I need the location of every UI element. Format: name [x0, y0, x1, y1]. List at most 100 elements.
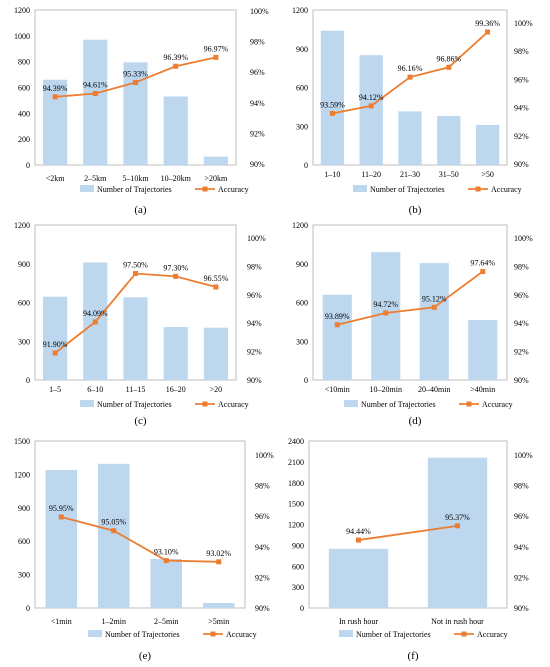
left-axis-tick-label: 400: [18, 109, 30, 118]
x-axis-tick-label: >5min: [208, 617, 229, 626]
bar: [419, 263, 449, 380]
left-axis-tick-label: 1200: [292, 6, 308, 15]
right-axis-tick-label: 92%: [247, 348, 262, 357]
bar: [83, 39, 108, 166]
bar: [468, 319, 498, 380]
left-axis-tick-label: 600: [296, 84, 308, 93]
right-axis-tick-label: 94%: [514, 319, 529, 328]
accuracy-point: [52, 350, 58, 356]
chart-panel-a: 0 200 400 600 800 1000 1200 90% 92% 94% 96% 98% 100%…: [14, 6, 269, 216]
accuracy-line: [337, 270, 484, 326]
left-axis-tick-label: 300: [296, 122, 308, 131]
legend-bar-label: Number of Trajectories: [97, 400, 172, 409]
legend-bar-label: Number of Trajectories: [97, 185, 172, 194]
accuracy-point: [111, 528, 117, 534]
right-axis-tick-label: 98%: [247, 262, 262, 271]
right-axis-tick-label: 96%: [247, 291, 262, 300]
left-axis-tick-label: 0: [304, 376, 308, 385]
legend-line-label: Accuracy: [226, 630, 257, 639]
left-axis-tick-label: 2400: [288, 437, 304, 446]
bar: [322, 294, 352, 380]
left-axis-tick-label: 900: [296, 45, 308, 54]
left-axis-tick-label: 1200: [14, 221, 30, 230]
bar: [98, 463, 130, 608]
right-axis-tick-label: 100%: [514, 234, 533, 243]
accuracy-point: [133, 271, 138, 276]
right-axis-tick-label: 90%: [255, 604, 270, 613]
legend-bar-swatch: [80, 185, 94, 192]
right-axis-tick-label: 98%: [250, 38, 265, 47]
left-axis-tick-label: 1200: [14, 6, 30, 15]
left-axis-tick-label: 300: [18, 337, 30, 346]
left-axis-tick-label: 1000: [14, 32, 30, 41]
bar: [203, 602, 235, 608]
accuracy-point: [92, 319, 98, 325]
right-axis-tick-label: 92%: [255, 573, 270, 582]
x-axis-tick-label: 21–30: [400, 170, 420, 179]
accuracy-point: [52, 94, 58, 100]
panel-label: (e): [139, 650, 152, 662]
chart-panel-c: 0 300 600 900 1200 90% 92% 94% 96% 98% 100% 1–5 6–10…: [14, 221, 266, 427]
bar: [163, 96, 188, 165]
bar: [427, 457, 488, 608]
legend-bar-swatch: [353, 185, 367, 192]
accuracy-data-label: 96.55%: [204, 274, 229, 283]
accuracy-point: [92, 90, 98, 96]
legend-bar-swatch: [344, 400, 358, 407]
accuracy-line: [61, 516, 219, 563]
accuracy-point: [383, 310, 389, 316]
accuracy-data-label: 95.05%: [101, 518, 126, 527]
accuracy-data-label: 94.12%: [359, 93, 384, 102]
legend-line-label: Accuracy: [477, 630, 508, 639]
x-axis-tick-label: >40min: [470, 385, 495, 394]
right-axis-tick-label: 92%: [514, 573, 529, 582]
chart-panel-d: 0 300 600 900 1200 90% 92% 94% 96% 98% 100% <10min 1…: [292, 221, 533, 427]
bar: [45, 469, 77, 608]
x-axis-tick-label: >20: [210, 385, 223, 394]
accuracy-point: [407, 74, 413, 80]
right-axis-tick-label: 100%: [247, 234, 266, 243]
x-axis-tick-label: 2–5min: [154, 617, 178, 626]
right-axis-tick-label: 94%: [255, 543, 270, 552]
accuracy-data-label: 95.12%: [422, 294, 447, 303]
accuracy-point: [334, 322, 340, 328]
right-axis-tick-label: 96%: [514, 291, 529, 300]
x-axis-tick-label: 1–2min: [102, 617, 126, 626]
left-axis-tick-label: 0: [26, 161, 30, 170]
legend-bar-label: Number of Trajectories: [356, 630, 431, 639]
accuracy-data-label: 95.37%: [445, 513, 470, 522]
x-axis-tick-label: 5–10km: [122, 174, 149, 183]
legend-line-label: Accuracy: [218, 400, 249, 409]
left-axis-tick-label: 600: [18, 537, 30, 546]
left-axis-tick-label: 300: [292, 583, 304, 592]
accuracy-data-label: 93.89%: [325, 312, 350, 321]
right-axis-tick-label: 90%: [514, 160, 529, 169]
left-axis-tick-label: 1200: [14, 470, 30, 479]
left-axis-tick-label: 300: [296, 337, 308, 346]
x-axis-tick-label: <2km: [46, 174, 66, 183]
left-axis-tick-label: 0: [26, 376, 30, 385]
accuracy-point: [356, 537, 361, 543]
bar: [43, 296, 68, 380]
accuracy-data-label: 93.10%: [154, 548, 179, 557]
legend-line-marker: [210, 631, 216, 637]
left-axis-tick-label: 900: [18, 504, 30, 513]
panel-label: (d): [409, 415, 422, 427]
chart-panel-f: 0 300 600 900 1200 1500 1800 2100 2400 90% 92% 94% 9…: [288, 437, 533, 662]
right-axis-tick-label: 94%: [514, 543, 529, 552]
legend-line-label: Accuracy: [482, 400, 513, 409]
x-axis-tick-label: <1min: [51, 617, 72, 626]
legend-line-label: Accuracy: [218, 185, 249, 194]
x-axis-tick-label: >20km: [205, 174, 229, 183]
legend-bar-label: Number of Trajectories: [105, 630, 180, 639]
x-axis-tick-label: In rush hour: [339, 617, 378, 626]
bar: [163, 327, 188, 380]
accuracy-data-label: 91.90%: [43, 340, 68, 349]
right-axis-tick-label: 94%: [514, 104, 529, 113]
panel-label: (f): [408, 650, 419, 662]
right-axis-tick-label: 98%: [514, 482, 529, 491]
legend-bar-swatch: [88, 630, 102, 637]
right-axis-tick-label: 92%: [250, 129, 265, 138]
right-axis-tick-label: 96%: [514, 512, 529, 521]
